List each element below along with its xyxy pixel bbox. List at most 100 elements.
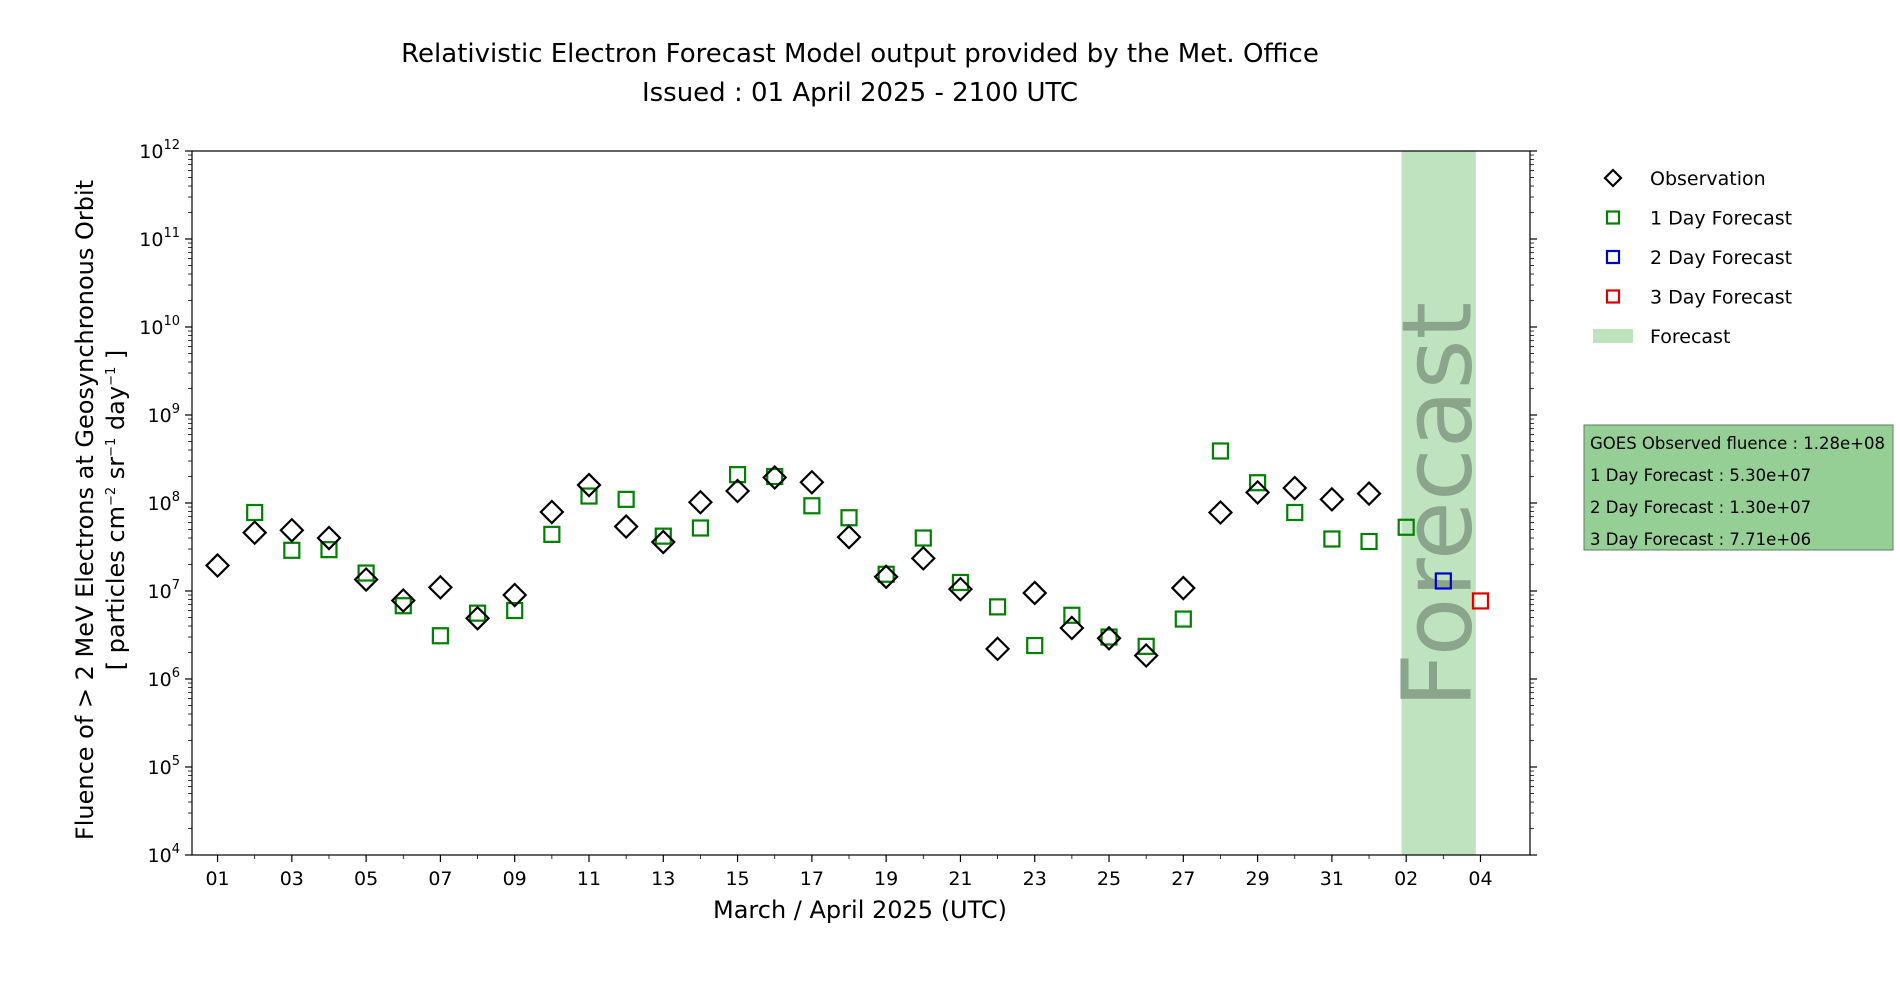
observation-point <box>650 529 676 555</box>
y-tick-label: 108 <box>148 490 180 515</box>
observation-point <box>316 525 342 551</box>
observation-point <box>873 564 899 590</box>
x-tick-label: 03 <box>280 868 304 890</box>
chart-title: Relativistic Electron Forecast Model out… <box>401 39 1319 69</box>
legend-3-day-forecast-marker <box>1605 289 1621 304</box>
x-tick-label: 07 <box>428 868 452 890</box>
plot-area: Forecast 104 105 106 107 108 109 1010 1011 1012 01… <box>139 138 1537 890</box>
y-tick-label: 109 <box>148 402 180 427</box>
x-tick-label: 02 <box>1394 868 1418 890</box>
axes-frame <box>191 150 1531 856</box>
1-day-forecast-point <box>506 601 524 620</box>
1-day-forecast-point <box>468 604 487 622</box>
y-axis-label-line1: Fluence of > 2 MeV Electrons at Geosynch… <box>71 180 99 840</box>
x-tick-label: 31 <box>1320 868 1344 890</box>
1-day-forecast-point <box>1211 442 1230 460</box>
observation-point <box>390 587 416 614</box>
1-day-forecast-point <box>1249 474 1267 492</box>
x-axis-label: March / April 2025 (UTC) <box>713 896 1007 924</box>
1-day-forecast-point <box>283 541 301 559</box>
info-box-line: 2 Day Forecast : 1.30e+07 <box>1590 498 1811 517</box>
x-tick-label: 11 <box>577 868 601 890</box>
y-axis-label-line2: [ particles cm−2 sr−1 day−1 ] <box>102 350 130 671</box>
observation-point <box>985 636 1011 662</box>
observation-point <box>279 517 305 543</box>
legend-forecast-label: Forecast <box>1650 326 1730 348</box>
legend-forecast-swatch <box>1593 329 1633 343</box>
y-axis-label: Fluence of > 2 MeV Electrons at Geosynch… <box>71 180 99 840</box>
1-day-forecast-point <box>617 490 635 508</box>
info-box-line: 1 Day Forecast : 5.30e+07 <box>1590 466 1811 485</box>
1-day-forecast-point <box>580 487 598 505</box>
forecast-band <box>1401 151 1476 855</box>
1-day-forecast-point <box>1360 532 1378 551</box>
legend-3-day-forecast-label: 3 Day Forecast <box>1650 287 1792 309</box>
1-day-forecast-point <box>877 565 895 583</box>
observation-point <box>947 576 973 602</box>
x-tick-label: 13 <box>651 868 675 890</box>
observation-point <box>539 499 565 525</box>
observation-point <box>687 489 713 515</box>
observation-point <box>204 552 231 579</box>
observation-point <box>1207 499 1234 526</box>
observation-point <box>613 513 639 540</box>
1-day-forecast-point <box>357 564 375 582</box>
x-tick-label: 05 <box>354 868 378 890</box>
observation-point <box>836 524 862 550</box>
x-tick-label: 21 <box>948 868 972 890</box>
1-day-forecast-point <box>914 529 932 547</box>
3-day-forecast-point <box>1471 592 1490 610</box>
1-day-forecast-point <box>246 503 264 522</box>
observation-point <box>1319 486 1345 512</box>
observation-point <box>1096 625 1122 651</box>
x-tick-label: 01 <box>205 868 229 890</box>
x-tick-label: 15 <box>725 868 749 890</box>
y-tick-label: 107 <box>148 578 180 603</box>
legend-2-day-forecast-label: 2 Day Forecast <box>1650 247 1792 269</box>
1-day-forecast-point <box>394 597 412 615</box>
y-tick-label: 1010 <box>139 314 180 339</box>
chart-subtitle: Issued : 01 April 2025 - 2100 UTC <box>642 78 1078 108</box>
1-day-forecast-point <box>654 527 672 545</box>
x-tick-label: 09 <box>503 868 527 890</box>
observation-point <box>353 566 379 593</box>
observation-point <box>242 520 268 546</box>
legend-2-day-forecast-marker <box>1605 249 1621 265</box>
1-day-forecast-point <box>1063 606 1081 624</box>
forecast-band-label: Forecast <box>1382 302 1494 708</box>
x-tick-label: 27 <box>1171 868 1195 890</box>
1-day-forecast-point <box>1026 636 1044 655</box>
y-tick-label: 105 <box>148 754 180 779</box>
1-day-forecast-point <box>728 466 747 484</box>
1-day-forecast-point <box>691 519 710 537</box>
legend-observation-marker <box>1603 168 1623 188</box>
observation-point <box>427 574 453 600</box>
observation-point <box>576 472 602 498</box>
info-box: GOES Observed fluence : 1.28e+08 1 Day Fo… <box>1583 424 1894 551</box>
info-box-line: 3 Day Forecast : 7.71e+06 <box>1590 530 1811 549</box>
1-day-forecast-point <box>1137 637 1155 655</box>
1-day-forecast-point <box>543 525 561 543</box>
1-day-forecast-point <box>803 497 821 515</box>
1-day-forecast-point <box>1286 503 1304 522</box>
info-box-frame <box>1583 424 1894 551</box>
legend-observation-label: Observation <box>1650 168 1766 190</box>
1-day-forecast-point <box>766 467 784 486</box>
y-tick-label: 1011 <box>139 226 180 251</box>
2-day-forecast-point <box>1434 572 1452 590</box>
observation-point <box>725 478 751 504</box>
legend: Observation 1 Day Forecast 2 Day Forecast 3… <box>1593 168 1792 348</box>
observation-point <box>1170 575 1196 601</box>
observation-point <box>1245 479 1271 505</box>
observation-point <box>1059 615 1085 641</box>
x-tick-label: 17 <box>800 868 824 890</box>
y-tick-label: 106 <box>148 666 180 691</box>
x-tick-label: 19 <box>874 868 898 890</box>
y-tick-label: 1012 <box>139 138 180 163</box>
1-day-forecast-point <box>840 509 858 527</box>
observation-point <box>1282 475 1308 501</box>
1-day-forecast-point <box>1100 628 1118 646</box>
x-tick-label: 23 <box>1023 868 1047 890</box>
observation-point <box>1022 580 1048 606</box>
observation-point <box>799 469 825 495</box>
